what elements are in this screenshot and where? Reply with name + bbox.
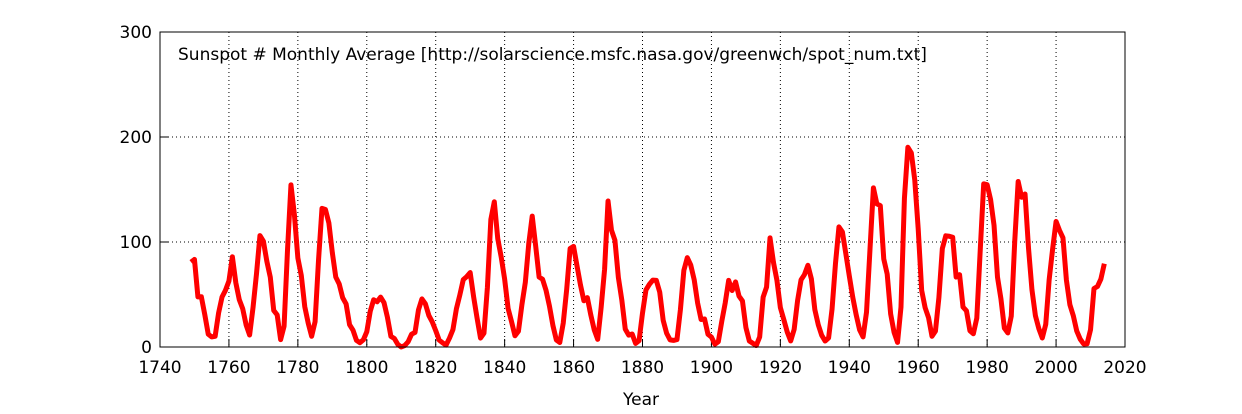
x-tick-label: 1880: [621, 358, 664, 378]
x-tick-label: 1840: [483, 358, 526, 378]
x-tick-label: 1900: [690, 358, 733, 378]
x-tick-label: 1760: [207, 358, 250, 378]
chart-title: Sunspot # Monthly Average [http://solars…: [178, 45, 927, 65]
x-tick-label: 1980: [966, 358, 1009, 378]
x-tick-label: 1960: [897, 358, 940, 378]
data-line: [189, 144, 1107, 350]
x-tick-label: 1800: [345, 358, 388, 378]
x-tick-label: 1940: [828, 358, 871, 378]
y-tick-label: 200: [120, 128, 152, 148]
y-tick-label: 300: [120, 23, 152, 43]
plot-frame: [159, 31, 1126, 348]
x-tick-label: 1780: [276, 358, 319, 378]
y-tick-label: 100: [120, 233, 152, 253]
x-tick-label: 2020: [1103, 358, 1146, 378]
x-axis-label: Year: [622, 390, 659, 410]
x-tick-label: 1740: [138, 358, 181, 378]
y-tick-label: 0: [141, 338, 152, 358]
x-tick-label: 1860: [552, 358, 595, 378]
x-tick-label: 1920: [759, 358, 802, 378]
x-tick-label: 2000: [1034, 358, 1077, 378]
x-tick-label: 1820: [414, 358, 457, 378]
